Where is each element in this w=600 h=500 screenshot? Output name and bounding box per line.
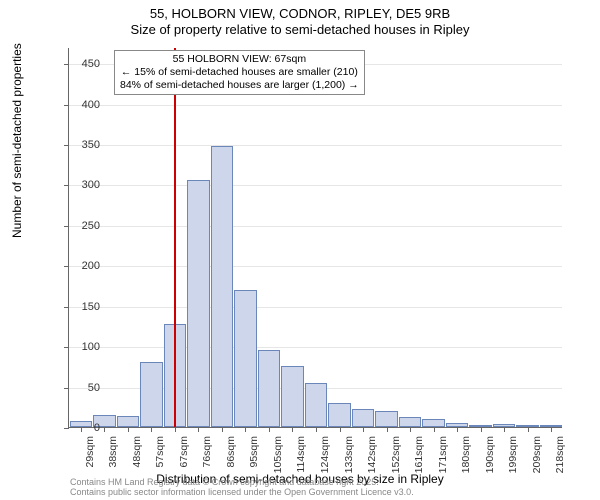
histogram-bar — [211, 146, 234, 427]
ytick-label: 50 — [64, 382, 100, 394]
xtick-label: 180sqm — [460, 436, 472, 482]
ytick-label: 150 — [64, 301, 100, 313]
ytick-label: 200 — [64, 260, 100, 272]
xtick-mark — [198, 427, 199, 432]
ytick-label: 300 — [64, 179, 100, 191]
y-axis-label: Number of semi-detached properties — [10, 43, 24, 238]
xtick-label: 57sqm — [154, 436, 166, 482]
xtick-mark — [269, 427, 270, 432]
xtick-label: 199sqm — [507, 436, 519, 482]
histogram-bar — [352, 409, 375, 427]
gridline — [69, 145, 562, 146]
annotation-line: 84% of semi-detached houses are larger (… — [120, 79, 359, 92]
xtick-label: 171sqm — [437, 436, 449, 482]
xtick-label: 114sqm — [295, 436, 307, 482]
xtick-mark — [387, 427, 388, 432]
histogram-bar — [422, 419, 445, 427]
histogram-bar — [234, 290, 257, 427]
annotation-line: ← 15% of semi-detached houses are smalle… — [120, 66, 359, 79]
xtick-mark — [151, 427, 152, 432]
histogram-bar — [117, 416, 140, 427]
histogram-bar — [140, 362, 163, 427]
xtick-mark — [292, 427, 293, 432]
histogram-bar — [375, 411, 398, 427]
xtick-mark — [504, 427, 505, 432]
xtick-mark — [340, 427, 341, 432]
xtick-mark — [175, 427, 176, 432]
xtick-mark — [363, 427, 364, 432]
chart-area — [68, 48, 562, 428]
xtick-label: 142sqm — [366, 436, 378, 482]
gridline — [69, 266, 562, 267]
xtick-label: 48sqm — [131, 436, 143, 482]
histogram-bar — [187, 180, 210, 427]
xtick-label: 38sqm — [107, 436, 119, 482]
xtick-mark — [410, 427, 411, 432]
xtick-label: 190sqm — [484, 436, 496, 482]
xtick-label: 95sqm — [248, 436, 260, 482]
xtick-mark — [245, 427, 246, 432]
reference-line — [174, 48, 176, 427]
xtick-mark — [528, 427, 529, 432]
histogram-bar — [328, 403, 351, 427]
ytick-label: 250 — [64, 220, 100, 232]
xtick-label: 209sqm — [531, 436, 543, 482]
annotation-box: 55 HOLBORN VIEW: 67sqm← 15% of semi-deta… — [114, 50, 365, 95]
xtick-mark — [457, 427, 458, 432]
xtick-mark — [316, 427, 317, 432]
gridline — [69, 347, 562, 348]
ytick-label: 100 — [64, 341, 100, 353]
ytick-label: 0 — [64, 422, 100, 434]
xtick-mark — [222, 427, 223, 432]
gridline — [69, 185, 562, 186]
histogram-bar — [258, 350, 281, 427]
ytick-label: 450 — [64, 58, 100, 70]
xtick-label: 152sqm — [390, 436, 402, 482]
gridline — [69, 307, 562, 308]
xtick-mark — [481, 427, 482, 432]
footer-attribution: Contains HM Land Registry data © Crown c… — [70, 478, 414, 498]
xtick-label: 86sqm — [225, 436, 237, 482]
histogram-bar — [281, 366, 304, 427]
xtick-label: 67sqm — [178, 436, 190, 482]
xtick-mark — [104, 427, 105, 432]
chart-title-block: 55, HOLBORN VIEW, CODNOR, RIPLEY, DE5 9R… — [0, 0, 600, 37]
xtick-label: 124sqm — [319, 436, 331, 482]
xtick-label: 218sqm — [554, 436, 566, 482]
chart-title-main: 55, HOLBORN VIEW, CODNOR, RIPLEY, DE5 9R… — [0, 6, 600, 21]
ytick-label: 350 — [64, 139, 100, 151]
annotation-line: 55 HOLBORN VIEW: 67sqm — [120, 53, 359, 66]
xtick-label: 161sqm — [413, 436, 425, 482]
plot-region — [68, 48, 562, 428]
xtick-label: 133sqm — [343, 436, 355, 482]
gridline — [69, 226, 562, 227]
histogram-bar — [305, 383, 328, 427]
xtick-label: 76sqm — [201, 436, 213, 482]
xtick-mark — [551, 427, 552, 432]
xtick-label: 105sqm — [272, 436, 284, 482]
footer-line-2: Contains public sector information licen… — [70, 488, 414, 498]
chart-title-sub: Size of property relative to semi-detach… — [0, 22, 600, 37]
histogram-bar — [399, 417, 422, 427]
xtick-mark — [434, 427, 435, 432]
xtick-label: 29sqm — [84, 436, 96, 482]
gridline — [69, 105, 562, 106]
ytick-label: 400 — [64, 99, 100, 111]
xtick-mark — [128, 427, 129, 432]
